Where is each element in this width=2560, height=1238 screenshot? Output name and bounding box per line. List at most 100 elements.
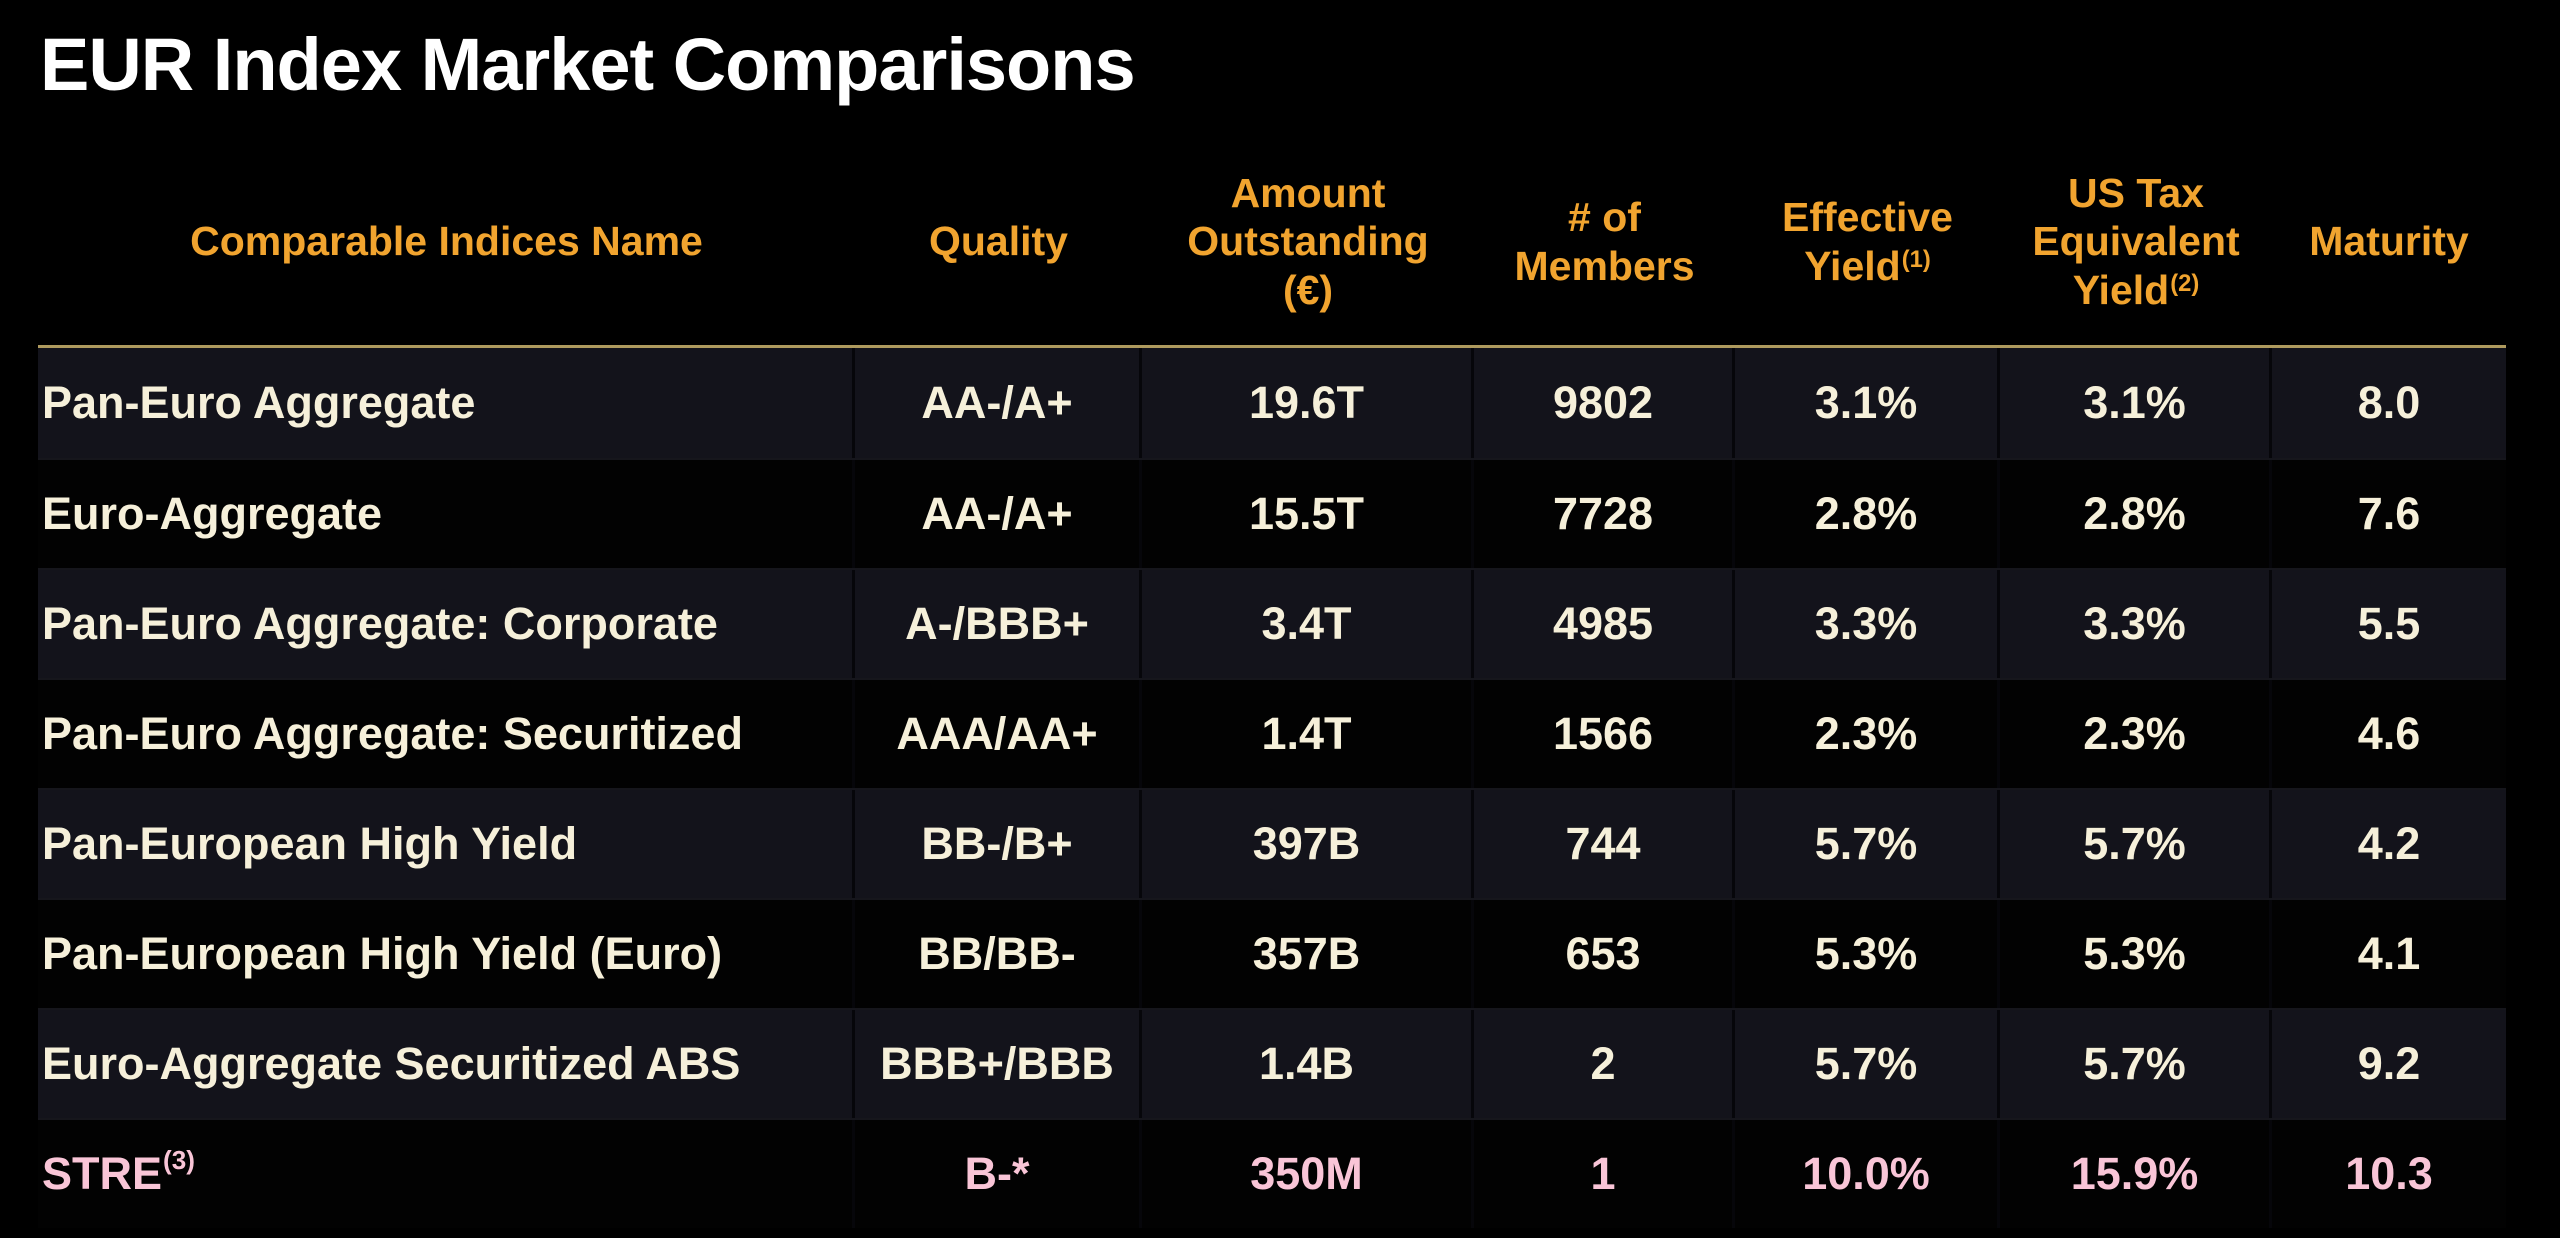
table-row-pan-european-high-yield-euro: Pan-European High Yield (Euro) BB/BB- 35…: [38, 898, 2506, 1008]
members-value: 744: [1565, 818, 1641, 869]
cell-maturity: 5.5: [2272, 570, 2506, 678]
quality-value: AAA/AA+: [896, 708, 1098, 759]
cell-effective-yield: 2.3%: [1735, 680, 2000, 788]
members-value: 9802: [1552, 377, 1654, 428]
cell-maturity: 10.3: [2272, 1120, 2506, 1228]
effective-yield-value: 5.7%: [1814, 818, 1918, 869]
amount-value: 3.4T: [1261, 598, 1352, 649]
index-name: Pan-Euro Aggregate: Corporate: [42, 598, 718, 649]
effective-yield-value: 5.7%: [1814, 1038, 1918, 1089]
quality-value: BBB+/BBB: [880, 1038, 1114, 1089]
table-row-pan-euro-aggregate: Pan-Euro Aggregate AA-/A+ 19.6T 9802 3.1…: [38, 348, 2506, 458]
footnote-marker-3: (3): [163, 1144, 195, 1175]
cell-quality: A-/BBB+: [855, 570, 1142, 678]
cell-name: Pan-European High Yield (Euro): [38, 900, 855, 1008]
cell-name: Euro-Aggregate: [38, 460, 855, 568]
cell-name: Pan-Euro Aggregate: Corporate: [38, 570, 855, 678]
maturity-value: 4.6: [2357, 708, 2421, 759]
header-cell-comparable-indices-name: Comparable Indices Name: [38, 217, 855, 265]
cell-amount: 3.4T: [1142, 570, 1474, 678]
cell-us-tax-yield: 15.9%: [2000, 1120, 2272, 1228]
footnote-marker-2: (2): [2170, 270, 2200, 298]
cell-effective-yield: 5.3%: [1735, 900, 2000, 1008]
cell-quality: AA-/A+: [855, 460, 1142, 568]
cell-maturity: 4.6: [2272, 680, 2506, 788]
maturity-value: 7.6: [2357, 488, 2421, 539]
amount-value: 1.4B: [1258, 1038, 1355, 1089]
cell-quality: BB-/B+: [855, 790, 1142, 898]
index-name: STRE: [42, 1148, 163, 1199]
cell-name: Pan-Euro Aggregate: [38, 348, 855, 458]
header-cell-maturity: Maturity: [2272, 217, 2506, 265]
quality-value: B-*: [964, 1148, 1030, 1199]
header-label: # of Members: [1514, 194, 1695, 289]
table-row-euro-aggregate: Euro-Aggregate AA-/A+ 15.5T 7728 2.8% 2.…: [38, 458, 2506, 568]
maturity-value: 4.1: [2357, 928, 2421, 979]
header-label: Amount Outstanding (€): [1187, 169, 1429, 313]
table-row-stre: STRE (3) B-* 350M 1 10.0% 15.9% 10.3: [38, 1118, 2506, 1228]
cell-us-tax-yield: 5.7%: [2000, 1010, 2272, 1118]
index-name: Pan-European High Yield (Euro): [42, 928, 723, 979]
cell-name: STRE (3): [38, 1120, 855, 1228]
header-cell-num-members: # of Members: [1474, 193, 1735, 290]
cell-quality: BB/BB-: [855, 900, 1142, 1008]
cell-maturity: 7.6: [2272, 460, 2506, 568]
amount-value: 350M: [1250, 1148, 1363, 1199]
us-tax-yield-value: 2.3%: [2083, 708, 2186, 759]
us-tax-yield-value: 2.8%: [2083, 488, 2186, 539]
us-tax-yield-value: 5.7%: [2083, 1038, 2186, 1089]
maturity-value: 9.2: [2357, 1038, 2421, 1089]
cell-amount: 1.4T: [1142, 680, 1474, 788]
amount-value: 15.5T: [1248, 488, 1365, 539]
cell-amount: 1.4B: [1142, 1010, 1474, 1118]
cell-us-tax-yield: 5.7%: [2000, 790, 2272, 898]
cell-effective-yield: 10.0%: [1735, 1120, 2000, 1228]
header-label: Comparable Indices Name: [190, 218, 703, 265]
index-name: Euro-Aggregate Securitized ABS: [42, 1038, 741, 1089]
effective-yield-value: 2.3%: [1814, 708, 1918, 759]
members-value: 653: [1565, 928, 1641, 979]
header-cell-amount-outstanding: Amount Outstanding (€): [1142, 169, 1474, 314]
footnote-marker-1: (1): [1901, 246, 1931, 274]
maturity-value: 4.2: [2357, 818, 2421, 869]
effective-yield-value: 3.3%: [1814, 598, 1918, 649]
us-tax-yield-value: 3.3%: [2083, 598, 2186, 649]
cell-amount: 15.5T: [1142, 460, 1474, 568]
cell-members: 1566: [1474, 680, 1735, 788]
cell-us-tax-yield: 5.3%: [2000, 900, 2272, 1008]
table-row-pan-euro-aggregate-securitized: Pan-Euro Aggregate: Securitized AAA/AA+ …: [38, 678, 2506, 788]
members-value: 1: [1590, 1148, 1616, 1199]
us-tax-yield-value: 15.9%: [2070, 1148, 2199, 1199]
cell-quality: BBB+/BBB: [855, 1010, 1142, 1118]
header-cell-effective-yield: Effective Yield(1): [1735, 193, 2000, 290]
index-name: Pan-European High Yield: [42, 818, 578, 869]
page-title: EUR Index Market Comparisons: [40, 23, 1136, 106]
cell-us-tax-yield: 2.8%: [2000, 460, 2272, 568]
header-label: Maturity: [2309, 218, 2469, 265]
index-name: Euro-Aggregate: [42, 488, 383, 539]
table-row-pan-euro-aggregate-corporate: Pan-Euro Aggregate: Corporate A-/BBB+ 3.…: [38, 568, 2506, 678]
quality-value: AA-/A+: [921, 488, 1073, 539]
cell-members: 744: [1474, 790, 1735, 898]
cell-effective-yield: 5.7%: [1735, 1010, 2000, 1118]
us-tax-yield-value: 3.1%: [2083, 377, 2186, 428]
cell-amount: 19.6T: [1142, 348, 1474, 458]
cell-members: 1: [1474, 1120, 1735, 1228]
table-row-pan-european-high-yield: Pan-European High Yield BB-/B+ 397B 744 …: [38, 788, 2506, 898]
cell-name: Pan-European High Yield: [38, 790, 855, 898]
amount-value: 1.4T: [1261, 708, 1352, 759]
cell-members: 2: [1474, 1010, 1735, 1118]
cell-effective-yield: 3.3%: [1735, 570, 2000, 678]
quality-value: BB/BB-: [918, 928, 1076, 979]
table-row-euro-aggregate-securitized-abs: Euro-Aggregate Securitized ABS BBB+/BBB …: [38, 1008, 2506, 1118]
cell-effective-yield: 2.8%: [1735, 460, 2000, 568]
cell-amount: 397B: [1142, 790, 1474, 898]
cell-maturity: 8.0: [2272, 348, 2506, 458]
members-value: 7728: [1552, 488, 1654, 539]
cell-effective-yield: 5.7%: [1735, 790, 2000, 898]
amount-value: 357B: [1252, 928, 1361, 979]
members-value: 1566: [1552, 708, 1654, 759]
comparison-table: Comparable Indices Name Quality Amount O…: [38, 138, 2506, 1228]
cell-quality: AA-/A+: [855, 348, 1142, 458]
cell-maturity: 4.2: [2272, 790, 2506, 898]
